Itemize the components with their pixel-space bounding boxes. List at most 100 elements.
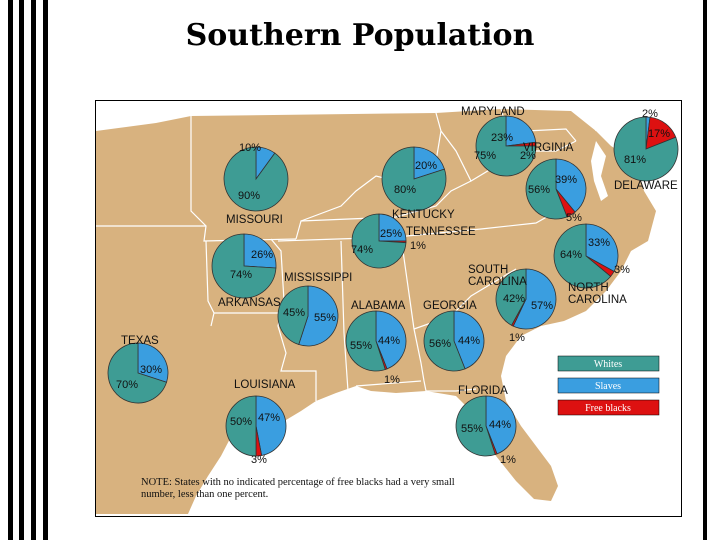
state-pie (423, 310, 485, 372)
percent-label: 17% (648, 128, 670, 140)
state-label: NORTH (568, 282, 609, 294)
percent-label: 57% (531, 300, 553, 312)
percent-label: 74% (230, 269, 252, 281)
percent-label: 2% (642, 108, 658, 120)
map-canvas: MARYLAND 75% 23% 2% DELAWARE 81% 2% 17% VIRGINIA… (96, 106, 679, 514)
pie-slice-slaves (585, 223, 619, 272)
chesapeake-bay (591, 141, 608, 201)
legend-label: Free blacks (585, 403, 631, 414)
percent-label: 47% (258, 412, 280, 424)
percent-label: 1% (509, 332, 525, 344)
percent-label: 74% (351, 244, 373, 256)
percent-label: 56% (528, 184, 550, 196)
state-label: GEORGIA (423, 300, 477, 312)
percent-label: 20% (415, 160, 437, 172)
legend-label: Slaves (595, 381, 621, 392)
percent-label: 1% (500, 454, 516, 466)
state-pie (211, 233, 277, 299)
state-label: ARKANSAS (218, 297, 281, 309)
state-pie (525, 158, 587, 220)
percent-label: 10% (239, 142, 261, 154)
pie-slice-whites (223, 146, 289, 212)
state-label: CAROLINA (468, 276, 527, 288)
percent-label: 42% (503, 293, 525, 305)
pie-slice-slaves (453, 310, 485, 370)
pie-slice-whites (107, 342, 168, 404)
state-pie (225, 395, 287, 457)
pie-slice-slaves (512, 268, 557, 330)
percent-label: 81% (624, 154, 646, 166)
state-pie (277, 285, 339, 347)
pie-slice-whites (495, 268, 527, 326)
state-label: DELAWARE (614, 180, 678, 192)
percent-label: 70% (116, 379, 138, 391)
percent-label: 5% (566, 212, 582, 224)
percent-label: 45% (283, 307, 305, 319)
percent-label: 3% (251, 454, 267, 466)
pie-slice-slaves (375, 310, 407, 370)
state-pie (455, 395, 517, 457)
pie-slice-slaves (243, 233, 277, 269)
pie-slice-whites (225, 395, 257, 457)
percent-label: 50% (230, 416, 252, 428)
state-label: KENTUCKY (392, 209, 455, 221)
state-label: VIRGINIA (523, 142, 574, 154)
legend-label: Whites (594, 359, 622, 370)
percent-label: 1% (410, 240, 426, 252)
pie-slice-slaves (255, 395, 287, 456)
pie-slice-whites (423, 310, 466, 372)
state-label: MARYLAND (461, 106, 525, 118)
state-pie (351, 213, 407, 269)
percent-label: 56% (429, 338, 451, 350)
pie-slice-slaves (413, 146, 445, 180)
state-label: SOUTH (468, 264, 508, 276)
state-pie (553, 223, 619, 289)
percent-label: 44% (458, 335, 480, 347)
state-label: CAROLINA (568, 294, 627, 306)
state-label: LOUISIANA (234, 379, 296, 391)
pie-slice-whites (381, 146, 447, 212)
state-pie (475, 115, 537, 177)
legend: Whites Slaves Free blacks (557, 355, 660, 416)
percent-label: 90% (238, 190, 260, 202)
percent-label: 3% (614, 264, 630, 276)
percent-label: 55% (350, 340, 372, 352)
state-label: MISSOURI (226, 214, 283, 226)
state-pie (381, 146, 447, 212)
state-pie (613, 116, 679, 182)
page-title: Southern Population (185, 18, 535, 53)
pie-slice-slaves (555, 158, 587, 213)
pie-slice-whites (351, 213, 407, 269)
state-label: ALABAMA (351, 300, 406, 312)
decor-bar (8, 0, 13, 540)
state-pie (107, 342, 169, 404)
pie-slice-slaves (298, 285, 339, 347)
legend-swatch (557, 355, 660, 372)
state-pie (345, 310, 407, 372)
pie-slice-whites (345, 310, 386, 372)
pie-slice-whites (211, 233, 277, 299)
percent-label: 30% (140, 364, 162, 376)
pie-slice-whites (455, 395, 496, 457)
percent-label: 55% (314, 312, 336, 324)
legend-swatch (557, 399, 660, 416)
legend-swatch (557, 377, 660, 394)
decor-bar (43, 0, 48, 540)
pie-slice-slaves (137, 342, 169, 383)
state-label: TEXAS (121, 335, 159, 347)
state-label: FLORIDA (458, 385, 508, 397)
pie-slice-whites (525, 158, 568, 220)
pie-slice-whites (613, 116, 679, 182)
percent-label: 44% (378, 335, 400, 347)
population-map: MARYLAND 75% 23% 2% DELAWARE 81% 2% 17% VIRGINIA… (95, 100, 682, 517)
pie-slice-slaves (485, 395, 517, 455)
percent-label: 1% (384, 374, 400, 386)
map-note: number, less than one percent. (141, 489, 268, 500)
pie-slice-whites (277, 285, 309, 346)
pie-slice-slaves (505, 115, 537, 147)
pie-slice-slaves (378, 213, 407, 242)
pie-charts (107, 115, 679, 457)
percent-label: 33% (588, 237, 610, 249)
state-label: TENNESSEE (406, 226, 476, 238)
map-note: NOTE: States with no indicated percentag… (141, 477, 455, 488)
